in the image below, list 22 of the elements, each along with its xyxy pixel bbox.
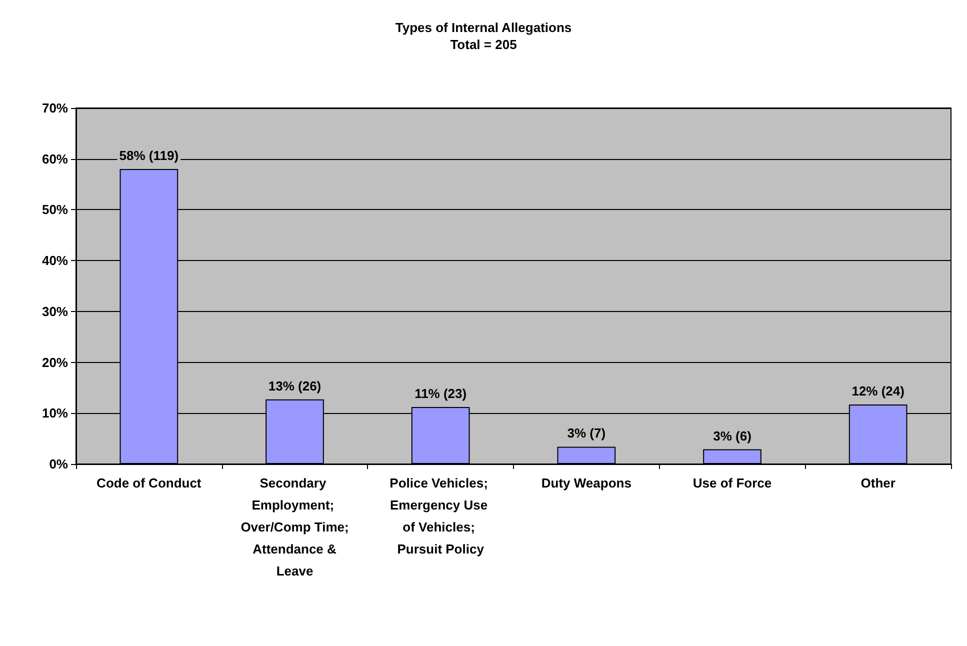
y-tick-label: 30%	[42, 304, 68, 319]
data-label: 11% (23)	[414, 386, 467, 402]
x-tick-label: Other	[860, 476, 896, 490]
y-tick-label: 60%	[42, 151, 68, 166]
y-tick-label: 50%	[42, 202, 68, 218]
data-label: 58% (119)	[119, 148, 179, 164]
x-tick-label: Secondary Employment; Over/Comp Time; Attendance & Leave	[240, 476, 349, 578]
data-label: 13% (26)	[268, 378, 322, 394]
data-label: 3% (7)	[567, 426, 606, 441]
x-tick-label: Police Vehicles; Emergency Use of Vehicles; Pursuit Policy	[390, 476, 492, 556]
x-tick-label: Use of Force	[692, 476, 772, 490]
data-label: 3% (6)	[713, 428, 752, 444]
chart-title: Types of Internal Allegations	[395, 20, 572, 35]
x-tick-label: Code of Conduct	[96, 476, 202, 490]
data-label: 12% (24)	[852, 383, 904, 398]
y-tick-label: 0%	[49, 456, 68, 472]
y-tick-label: 70%	[42, 100, 68, 116]
y-tick-label: 20%	[42, 354, 68, 370]
x-tick-label: Duty Weapons	[541, 476, 632, 490]
chart-subtitle: Total = 205	[450, 37, 517, 52]
y-tick-label: 10%	[42, 406, 68, 421]
y-tick-label: 40%	[42, 253, 68, 268]
